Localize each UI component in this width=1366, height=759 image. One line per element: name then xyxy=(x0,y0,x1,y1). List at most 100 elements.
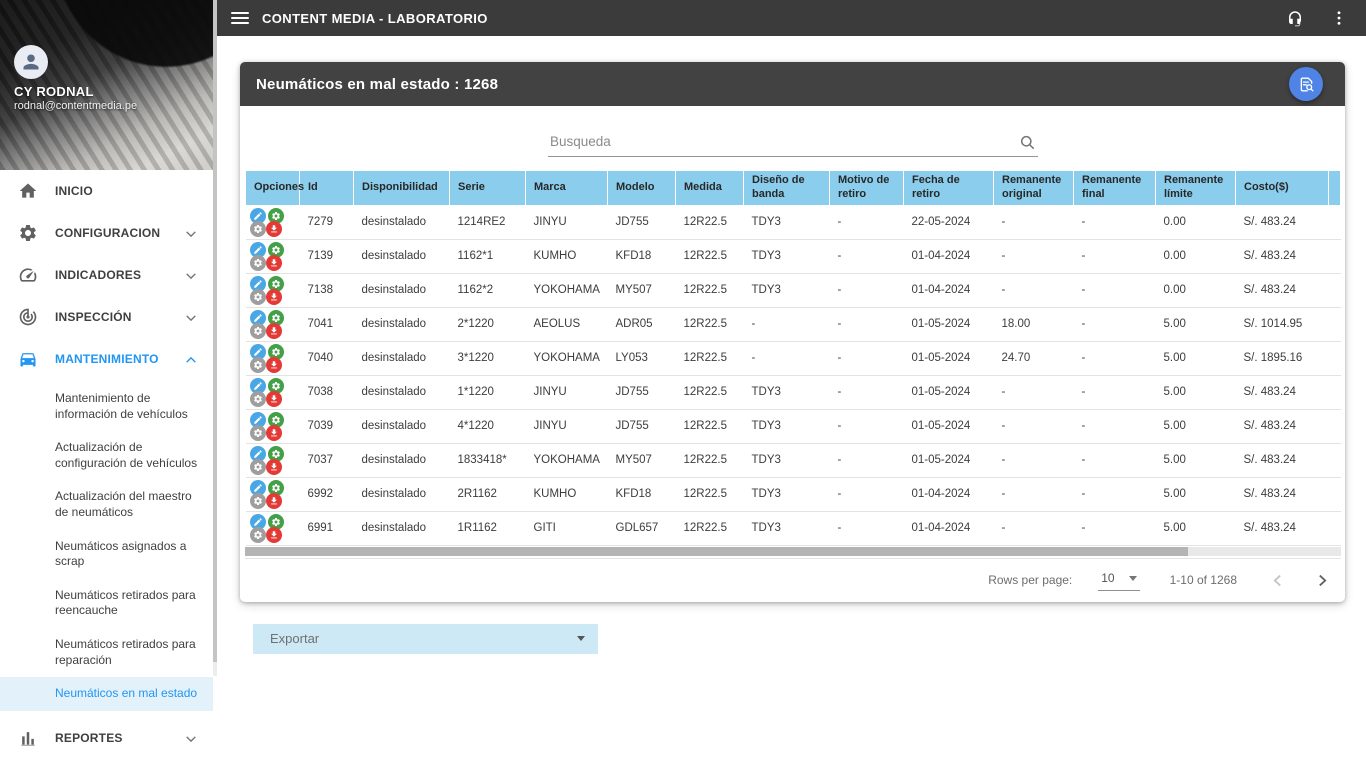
settings-gray-button[interactable] xyxy=(249,254,266,271)
settings-gray-button[interactable] xyxy=(249,356,266,373)
edit-button[interactable] xyxy=(249,445,266,462)
rows-per-page-select[interactable]: 10 xyxy=(1098,569,1140,591)
edit-button[interactable] xyxy=(249,207,266,224)
settings-green-button[interactable] xyxy=(267,377,284,394)
submenu-item[interactable]: Mantenimiento de información de vehículo… xyxy=(55,391,188,421)
speed-gauge-icon xyxy=(18,265,38,285)
cell-diseno-de-banda: TDY3 xyxy=(743,205,830,240)
cell-costo: S/. 483.24 xyxy=(1235,477,1329,512)
gear-icon xyxy=(271,415,280,424)
submenu-item[interactable]: Neumáticos asignados a scrap xyxy=(55,538,187,569)
cell-clipped xyxy=(1328,443,1341,478)
edit-button[interactable] xyxy=(249,309,266,326)
cell-remanente-original: - xyxy=(993,477,1074,512)
settings-green-button[interactable] xyxy=(267,479,284,496)
settings-gray-button[interactable] xyxy=(249,458,266,475)
hamburger-menu-icon[interactable] xyxy=(231,12,249,24)
submenu-item[interactable]: Actualización de configuración de vehícu… xyxy=(55,440,198,470)
submenu-item[interactable]: Neumáticos retirados para reparación xyxy=(55,636,196,667)
column-header-remanente-final: Remanente final xyxy=(1073,170,1156,206)
headset-support-icon[interactable] xyxy=(1286,9,1304,27)
cell-remanente-final: - xyxy=(1073,239,1156,274)
cell-remanente-original: - xyxy=(993,205,1074,240)
download-icon xyxy=(270,326,277,334)
sidebar-scrollbar-thumb[interactable] xyxy=(213,0,217,663)
cell-id: 7279 xyxy=(299,205,354,240)
cell-costo: S/. 483.24 xyxy=(1235,443,1329,478)
submenu-item[interactable]: Actualización del maestro de neumáticos xyxy=(55,489,192,519)
submenu-item[interactable]: Neumáticos en mal estado xyxy=(0,677,213,711)
kebab-menu-icon[interactable] xyxy=(1330,9,1348,27)
pencil-icon xyxy=(253,415,262,424)
sidebar-item-indicadores[interactable]: INDICADORES xyxy=(0,254,213,296)
settings-green-button[interactable] xyxy=(267,445,284,462)
download-button[interactable] xyxy=(265,254,282,271)
sidebar-item-inicio[interactable]: INICIO xyxy=(0,170,213,212)
cell-id: 6992 xyxy=(299,477,354,512)
settings-gray-button[interactable] xyxy=(249,390,266,407)
gear-icon xyxy=(271,517,280,526)
settings-green-button[interactable] xyxy=(267,275,284,292)
horizontal-scrollbar-thumb[interactable] xyxy=(245,546,1188,556)
cell-remanente-final: - xyxy=(1073,273,1156,308)
settings-green-button[interactable] xyxy=(267,241,284,258)
horizontal-scrollbar[interactable] xyxy=(245,546,1341,556)
settings-green-button[interactable] xyxy=(267,309,284,326)
cell-motivo-de-retiro: - xyxy=(829,409,904,444)
cell-clipped xyxy=(1328,409,1341,444)
cell-modelo: JD755 xyxy=(607,205,676,240)
cell-fecha-de-retiro: 01-04-2024 xyxy=(903,273,994,308)
sidebar-item-label: INICIO xyxy=(55,184,93,198)
settings-green-button[interactable] xyxy=(267,207,284,224)
gear-icon xyxy=(253,496,262,505)
previous-page-button[interactable] xyxy=(1273,574,1282,587)
cell-remanente-limite: 5.00 xyxy=(1155,511,1236,546)
person-icon xyxy=(23,54,39,70)
download-button[interactable] xyxy=(265,458,282,475)
settings-gray-button[interactable] xyxy=(249,288,266,305)
settings-gray-button[interactable] xyxy=(249,492,266,509)
download-icon xyxy=(270,292,277,300)
sidebar-item-configuracion[interactable]: CONFIGURACION xyxy=(0,212,213,254)
cell-remanente-final: - xyxy=(1073,477,1156,512)
cell-remanente-limite: 5.00 xyxy=(1155,375,1236,410)
sidebar-item-mantenimiento[interactable]: MANTENIMIENTO xyxy=(0,338,213,380)
export-dropdown[interactable]: Exportar xyxy=(253,623,598,654)
download-button[interactable] xyxy=(265,356,282,373)
settings-green-button[interactable] xyxy=(267,343,284,360)
download-button[interactable] xyxy=(265,220,282,237)
sidebar-item-reportes[interactable]: REPORTES xyxy=(0,717,213,759)
edit-button[interactable] xyxy=(249,411,266,428)
settings-gray-button[interactable] xyxy=(249,424,266,441)
sidebar-item-inspeccion[interactable]: INSPECCIÓN xyxy=(0,296,213,338)
cell-fecha-de-retiro: 01-05-2024 xyxy=(903,443,994,478)
download-button[interactable] xyxy=(265,288,282,305)
edit-button[interactable] xyxy=(249,343,266,360)
download-button[interactable] xyxy=(265,424,282,441)
cell-id: 7039 xyxy=(299,409,354,444)
cell-remanente-limite: 0.00 xyxy=(1155,239,1236,274)
download-button[interactable] xyxy=(265,492,282,509)
cell-serie: 2*1220 xyxy=(449,307,526,342)
edit-button[interactable] xyxy=(249,275,266,292)
download-button[interactable] xyxy=(265,390,282,407)
settings-gray-button[interactable] xyxy=(249,526,266,543)
settings-gray-button[interactable] xyxy=(249,322,266,339)
download-button[interactable] xyxy=(265,526,282,543)
edit-button[interactable] xyxy=(249,377,266,394)
settings-gray-button[interactable] xyxy=(249,220,266,237)
edit-button[interactable] xyxy=(249,513,266,530)
search-input[interactable] xyxy=(548,130,1038,157)
magnifier-icon xyxy=(1020,135,1035,150)
settings-green-button[interactable] xyxy=(267,411,284,428)
edit-button[interactable] xyxy=(249,241,266,258)
next-page-button[interactable] xyxy=(1318,574,1327,587)
cell-opciones xyxy=(245,205,300,240)
document-search-button[interactable] xyxy=(1289,67,1323,101)
submenu-item[interactable]: Neumáticos retirados para reencauche xyxy=(55,587,196,618)
download-button[interactable] xyxy=(265,322,282,339)
settings-green-button[interactable] xyxy=(267,513,284,530)
edit-button[interactable] xyxy=(249,479,266,496)
sidebar-scrollbar[interactable] xyxy=(213,0,217,676)
pencil-icon xyxy=(253,347,262,356)
